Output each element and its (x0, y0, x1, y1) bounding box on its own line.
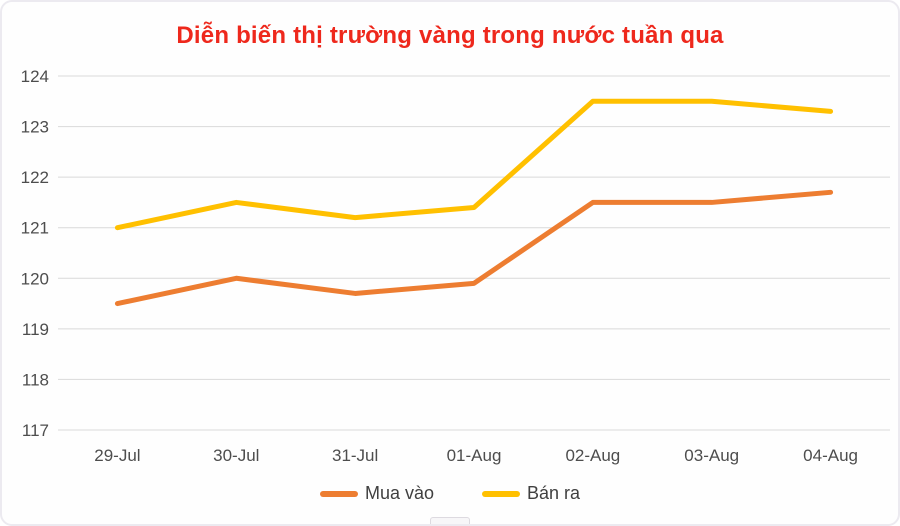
legend-item-mua-vao: Mua vào (319, 483, 434, 504)
legend-label-mua-vao: Mua vào (364, 483, 434, 503)
chart-title: Diễn biến thị trường vàng trong nước tuầ… (176, 22, 724, 49)
x-tick-label-29-Jul: 29-Jul (94, 446, 140, 465)
y-tick-label-119: 119 (22, 320, 49, 339)
x-tick-label-02-Aug: 02-Aug (565, 446, 620, 465)
y-tick-label-122: 122 (21, 168, 49, 187)
y-tick-label-117: 117 (22, 421, 49, 440)
y-tick-label-124: 124 (21, 67, 49, 86)
legend-label-ban-ra: Bán ra (527, 483, 581, 503)
legend-swatch-mua-vao (319, 490, 358, 497)
series-line-Mua vào (114, 189, 834, 307)
series-line-Bán ra (114, 98, 834, 231)
y-tick-label-121: 121 (21, 219, 49, 238)
x-tick-label-03-Aug: 03-Aug (684, 446, 739, 465)
legend-item-ban-ra: Bán ra (482, 483, 580, 504)
y-tick-label-120: 120 (21, 269, 49, 288)
chart-legend: Mua vào Bán ra (2, 483, 898, 504)
y-tick-label-123: 123 (21, 118, 49, 137)
x-tick-label-31-Jul: 31-Jul (332, 446, 378, 465)
y-tick-label-118: 118 (22, 370, 49, 389)
x-tick-label-01-Aug: 01-Aug (447, 446, 502, 465)
x-tick-label-30-Jul: 30-Jul (213, 446, 259, 465)
x-tick-label-04-Aug: 04-Aug (803, 446, 858, 465)
legend-swatch-ban-ra (482, 490, 520, 497)
resize-handle[interactable] (430, 517, 470, 524)
